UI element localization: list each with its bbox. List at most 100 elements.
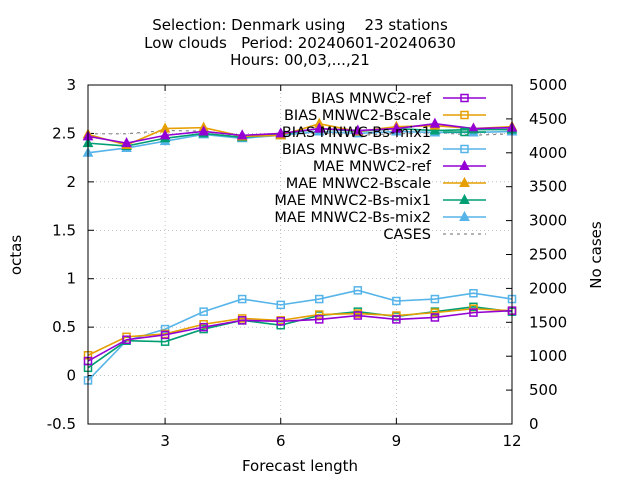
data-point [429,117,441,128]
legend-marker [459,159,470,170]
y-tick-label: 0 [66,367,76,385]
data-point [275,127,287,138]
data-point [313,122,325,133]
y-tick-label: 0.5 [52,318,76,336]
legend-item: BIAS MNWC2-ref [311,91,486,107]
y2-tick-label: 2500 [529,246,567,264]
legend-marker [459,193,470,204]
legend-marker [459,210,470,221]
legend-label: BIAS MNWC2-ref [311,91,432,107]
legend-marker [460,144,469,154]
y-tick-label: 1 [66,270,76,288]
data-point [276,300,285,310]
x-tick-label: 9 [392,432,402,450]
x-axis-label: Forecast length [242,457,358,475]
series-line [87,122,513,144]
legend-label: MAE MNWC2-ref [313,159,432,175]
y2-tick-label: 0 [529,415,539,433]
data-point [237,316,247,325]
data-point [315,315,324,324]
data-point [315,310,324,319]
legend-marker [459,176,470,187]
data-point [199,307,208,316]
title-line-2: Low clouds Period: 20240601-20240630 [144,34,456,52]
legend-label: CASES [383,227,431,243]
x-tick-label: 6 [276,432,286,450]
data-point [121,137,132,148]
data-point [160,324,170,334]
data-point [469,288,478,298]
legend-label: BIAS MNWC2-Bscale [284,108,431,124]
x-tick-label: 12 [502,432,521,450]
series-mae-mnwc2-ref [82,117,518,148]
y-tick-label: 3 [66,76,76,94]
legend-marker [460,110,469,120]
legend-label: MAE MNWC2-Bs-mix2 [274,210,431,226]
data-point [160,330,170,340]
y2-tick-label: 500 [529,381,558,399]
data-point [315,294,324,304]
data-point [430,294,440,304]
plot-border [87,84,513,425]
title-line-3: Hours: 00,03,...,21 [230,51,370,69]
y-axis-label: octas [7,235,25,275]
y2-tick-label: 3000 [529,212,567,230]
legend-item: BIAS MNWC2-Bscale [284,108,486,124]
series-line [87,307,513,356]
chart-title: Selection: Denmark using 23 stations Low… [144,16,456,69]
y2-tick-label: 1500 [529,313,567,331]
y-tick-label: -0.5 [47,415,76,433]
y-tick-label: 1.5 [52,221,76,239]
y2-tick-label: 5000 [529,76,567,94]
data-point [469,308,478,317]
y-tick-label: 2.5 [52,124,76,142]
data-point [199,322,208,332]
legend-label: BIAS MNWC-Bs-mix2 [282,142,431,158]
data-point [353,286,363,295]
series-bias-mnwc2-bscale [83,304,517,360]
y2-tick-label: 1000 [529,347,567,365]
data-point [276,317,285,326]
title-line-1: Selection: Denmark using 23 stations [152,16,448,34]
series-layer [82,117,518,385]
data-point [353,311,363,320]
legend-item: MAE MNWC2-Bs-mix2 [274,210,486,226]
data-point [352,124,364,135]
series-line [87,122,513,146]
legend-item: MAE MNWC2-ref [313,159,486,175]
legend-label: MAE MNWC2-Bs-mix1 [274,193,431,209]
legend-marker [460,93,469,103]
legend-marker [460,127,469,137]
legend-item: CASES [383,227,486,243]
series-line [87,130,513,154]
data-point [429,124,441,135]
data-point [392,296,401,306]
legend-item: MAE MNWC2-Bscale [286,176,486,192]
legend-label: MAE MNWC2-Bscale [286,176,431,192]
legend-label: BIAS MNWC-Bs-mix1 [282,125,431,141]
y-tick-label: 2 [66,173,76,191]
data-point [392,315,401,324]
legend-item: BIAS MNWC-Bs-mix1 [282,125,486,141]
x-tick-label: 3 [160,432,170,450]
data-point [430,308,440,317]
legend-item: BIAS MNWC-Bs-mix2 [282,142,486,158]
series-line [87,309,513,362]
data-point [122,335,131,344]
data-point [159,129,171,140]
data-point [430,313,440,322]
y2-tick-label: 3500 [529,178,567,196]
legend-item: MAE MNWC2-Bs-mix1 [274,193,486,209]
y2-tick-label: 4500 [529,110,567,128]
data-point [391,122,402,133]
y2-tick-label: 2000 [529,279,567,297]
series-line [87,289,513,381]
y2-axis-label: No cases [587,221,605,289]
data-point [237,294,247,304]
data-point [198,125,209,136]
data-point [236,129,248,140]
y2-tick-label: 4000 [529,144,567,162]
axis-ticks: 3 6 9 12 -0.5 0 0.5 1 1.5 2 2.5 3 0 500 1000 1500 2000 25… [47,76,567,450]
